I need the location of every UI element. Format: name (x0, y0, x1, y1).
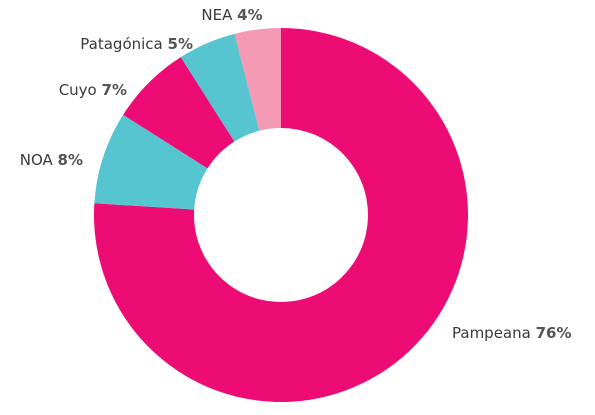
slice-label: NOA 8% (20, 151, 83, 169)
donut-slice (94, 114, 208, 210)
value-label: 4% (237, 6, 262, 24)
value-label: 7% (102, 81, 127, 99)
value-label: 5% (168, 35, 193, 53)
category-label: Patagónica (80, 35, 162, 53)
slice-label: Patagónica 5% (80, 35, 193, 53)
value-label: 8% (58, 151, 83, 169)
category-label: Cuyo (59, 81, 97, 99)
category-label: NEA (201, 6, 233, 24)
slice-label: Cuyo 7% (59, 81, 127, 99)
category-label: Pampeana (452, 324, 531, 342)
slice-label: Pampeana 76% (452, 324, 572, 342)
donut-slice (234, 28, 281, 131)
donut-slice (180, 33, 260, 142)
donut-slice (94, 28, 468, 402)
slice-label: NEA 4% (201, 6, 262, 24)
value-label: 76% (536, 324, 572, 342)
donut-slice (123, 57, 235, 169)
category-label: NOA (20, 151, 54, 169)
